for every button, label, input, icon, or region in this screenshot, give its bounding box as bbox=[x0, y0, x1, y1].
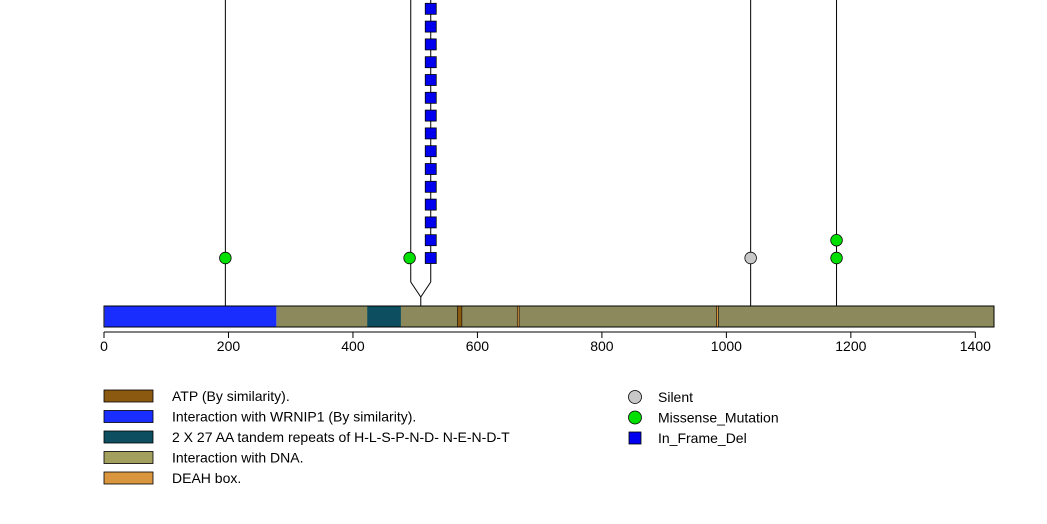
domain-legend-swatch bbox=[103, 451, 154, 464]
in-frame-del-marker bbox=[424, 91, 437, 104]
mutation-legend-label: In_Frame_Del bbox=[658, 430, 747, 446]
in-frame-del-marker bbox=[424, 2, 437, 15]
x-tick-label: 1000 bbox=[711, 338, 742, 354]
silent-marker bbox=[744, 251, 757, 265]
x-tick-label: 600 bbox=[466, 338, 490, 354]
mutation-legend-label: Silent bbox=[658, 389, 693, 405]
domain-legend-swatch bbox=[103, 471, 154, 485]
domain-legend-label: Interaction with WRNIP1 (By similarity). bbox=[172, 409, 416, 425]
mutation-type-legend: Silent Missense_Mutation In_Frame_Del bbox=[628, 389, 779, 446]
in-frame-del-marker bbox=[424, 198, 437, 211]
mutation-stem bbox=[420, 281, 432, 298]
x-tick-label: 400 bbox=[341, 338, 365, 354]
mutation-legend-swatch bbox=[628, 410, 642, 425]
domain-legend-label: DEAH box. bbox=[172, 470, 241, 486]
missense-marker bbox=[403, 251, 416, 265]
domain-legend-swatch bbox=[103, 430, 154, 444]
in-frame-del-marker bbox=[424, 180, 437, 193]
protein-domain bbox=[367, 306, 401, 327]
x-tick-label: 1200 bbox=[835, 338, 866, 354]
mutation-legend-label: Missense_Mutation bbox=[658, 410, 779, 426]
protein-domain bbox=[276, 306, 995, 327]
x-tick-label: 800 bbox=[590, 338, 614, 354]
in-frame-del-marker bbox=[424, 234, 437, 247]
in-frame-del-marker bbox=[424, 74, 437, 86]
x-axis: 0 200 400 600 800 1000 1200 1400 bbox=[100, 331, 991, 354]
in-frame-del-marker bbox=[424, 252, 437, 264]
protein-domain bbox=[516, 305, 520, 328]
protein-track-outline bbox=[103, 305, 995, 328]
missense-marker bbox=[830, 233, 843, 247]
protein-domain bbox=[457, 305, 463, 328]
in-frame-del-marker bbox=[424, 56, 437, 69]
domain-legend-label: 2 X 27 AA tandem repeats of H-L-S-P-N-D-… bbox=[172, 429, 510, 445]
domain-legend: ATP (By similarity). Interaction with WRN… bbox=[103, 388, 510, 486]
x-tick-label: 1400 bbox=[960, 338, 991, 354]
domain-legend-swatch bbox=[103, 410, 154, 423]
in-frame-del-marker bbox=[424, 109, 437, 122]
mutation-markers bbox=[219, 2, 843, 265]
mutation-legend-swatch bbox=[628, 431, 642, 445]
in-frame-del-marker bbox=[424, 216, 437, 229]
x-tick-label: 200 bbox=[217, 338, 241, 354]
protein-domain bbox=[104, 306, 277, 327]
protein-domain bbox=[716, 305, 719, 328]
domain-legend-label: ATP (By similarity). bbox=[172, 388, 290, 404]
in-frame-del-marker bbox=[424, 38, 437, 51]
mutation-legend-swatch bbox=[628, 390, 642, 404]
protein-track bbox=[103, 305, 995, 328]
in-frame-del-marker bbox=[424, 145, 437, 158]
mutation-stem bbox=[410, 281, 422, 298]
missense-marker bbox=[830, 251, 843, 265]
missense-marker bbox=[219, 251, 232, 265]
in-frame-del-marker bbox=[424, 163, 437, 175]
x-tick-label: 0 bbox=[100, 338, 108, 354]
domain-legend-swatch bbox=[103, 389, 154, 403]
in-frame-del-marker bbox=[424, 127, 437, 140]
domain-legend-label: Interaction with DNA. bbox=[172, 450, 304, 466]
in-frame-del-marker bbox=[424, 20, 437, 33]
